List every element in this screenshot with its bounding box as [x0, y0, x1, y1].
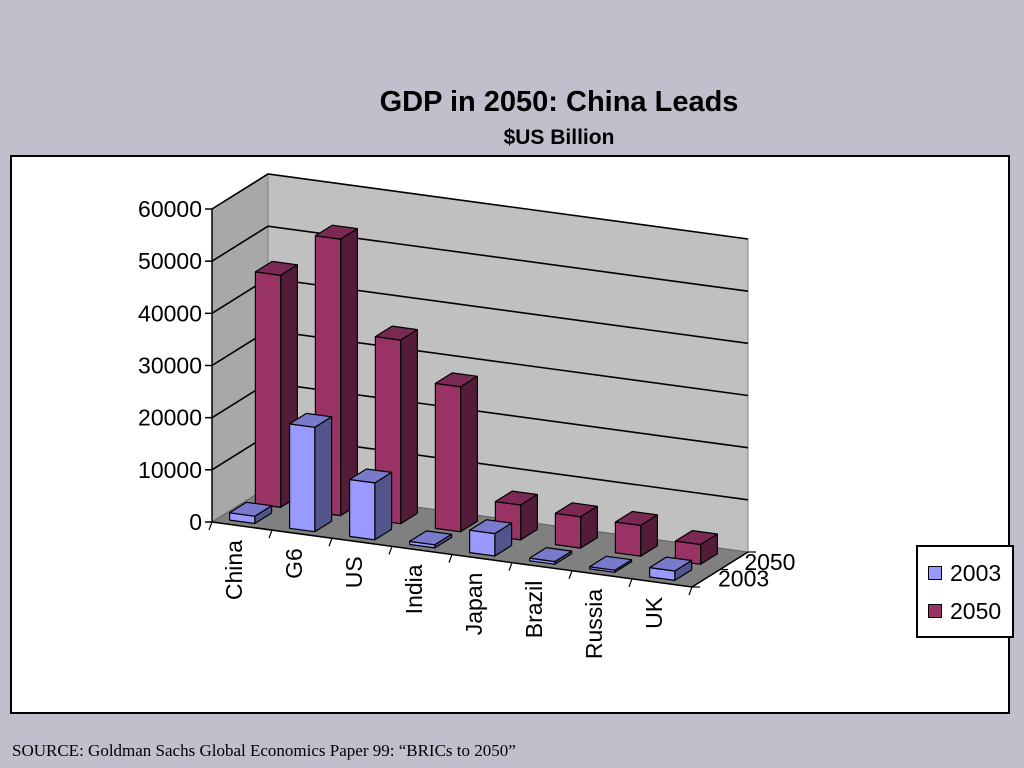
- y-tick-label: 50000: [138, 248, 202, 274]
- bar-2050-russia-face: [614, 510, 659, 526]
- x-tick-label-china: China: [221, 540, 247, 600]
- bar-2050-g6-face: [340, 227, 358, 517]
- bar-2050-russia-face: [614, 521, 642, 557]
- bar-2050-india-face: [434, 372, 478, 388]
- bar-2050-india: [434, 372, 478, 533]
- x-tick: [628, 578, 633, 588]
- bar-2003-uk: [648, 556, 693, 581]
- chart-subtitle: $US Billion: [503, 126, 615, 149]
- bar-2050-us-face: [374, 325, 418, 341]
- bar-2003-japan: [469, 519, 513, 557]
- bar-2050-g6: [314, 224, 358, 517]
- bar-2003-g6-face: [314, 416, 333, 533]
- legend-swatch-2003: [928, 566, 942, 580]
- y-tick-label: 10000: [138, 457, 202, 483]
- bar-2050-china-face: [254, 260, 298, 276]
- x-tick: [568, 570, 573, 579]
- bar-2050-uk-face: [674, 530, 719, 546]
- bar-2050-brazil-face: [554, 512, 582, 549]
- bar-2003-japan-face: [469, 529, 496, 557]
- gridline: [211, 225, 749, 292]
- x-tick: [328, 538, 333, 547]
- bar-2003-us-face: [349, 478, 376, 541]
- x-tick-label-russia: Russia: [581, 589, 607, 660]
- bar-2050-brazil-face: [554, 502, 599, 518]
- x-tick: [208, 521, 213, 531]
- bar-2050-uk: [674, 530, 719, 565]
- legend-swatch-2050: [928, 604, 942, 618]
- x-tick-label-us: US: [341, 556, 367, 588]
- x-tick-label-brazil: Brazil: [521, 581, 547, 639]
- bar-2003-g6: [289, 412, 333, 533]
- gridline: [211, 173, 749, 240]
- bar-2003-brazil: [528, 547, 573, 565]
- bar-2003-russia-face: [588, 555, 633, 571]
- bar-2003-us: [349, 468, 393, 541]
- y-tick-label: 60000: [138, 196, 202, 222]
- bar-2003-china: [229, 501, 273, 525]
- legend-item-2050: 2050: [928, 597, 1001, 625]
- x-tick: [448, 554, 453, 563]
- bar-2050-india-face: [434, 382, 462, 533]
- y-tick-label: 0: [189, 509, 202, 535]
- y-tick-label: 30000: [138, 353, 202, 379]
- bar-2003-brazil-face: [528, 547, 573, 563]
- x-tick-label-japan: Japan: [461, 573, 487, 636]
- y-tick-label: 20000: [138, 405, 202, 431]
- bar-2003-us-face: [349, 468, 393, 484]
- x-tick-label-india: India: [401, 564, 427, 614]
- source-note: SOURCE: Goldman Sachs Global Economics P…: [12, 741, 516, 760]
- bar-2050-us-face: [400, 329, 418, 525]
- y-tick-label: 40000: [138, 300, 202, 326]
- x-tick: [688, 586, 693, 596]
- legend-item-2003: 2003: [928, 559, 1001, 587]
- bar-2050-g6-face: [314, 224, 358, 240]
- x-tick-label-g6: G6: [281, 548, 307, 579]
- chart-title: GDP in 2050: China Leads: [379, 86, 739, 118]
- x-tick: [268, 529, 273, 539]
- legend: 2003 2050: [916, 545, 1014, 638]
- bar-2003-india: [409, 530, 453, 549]
- bar-2003-g6-face: [289, 423, 316, 533]
- chart-frame: 0 10000 20000 30000 40000 50000 60000 2050 2003 C…: [10, 155, 1014, 714]
- bar-2050-japan-face: [494, 490, 539, 506]
- bar-2050-china-face: [254, 271, 282, 508]
- x-tick: [508, 562, 513, 571]
- x-tick-label-uk: UK: [641, 596, 667, 629]
- bar-2003-russia: [588, 555, 633, 573]
- bar-2003-china-face: [229, 501, 273, 517]
- depth-label-2003: 2003: [718, 565, 769, 591]
- depth-label-2050: 2050: [744, 549, 795, 575]
- legend-label-2003: 2003: [950, 559, 1002, 586]
- bar-2003-us-face: [374, 471, 393, 541]
- bar-2003-india-face: [409, 530, 453, 546]
- bar-2003-uk-face: [648, 556, 693, 572]
- bar-2003-g6-face: [289, 412, 333, 428]
- bar-2050-india-face: [460, 375, 478, 533]
- bar-2003-japan-face: [469, 519, 513, 535]
- bar-2050-brazil: [554, 502, 599, 549]
- legend-label-2050: 2050: [950, 597, 1002, 624]
- bar-2050-russia: [614, 510, 659, 557]
- x-tick: [388, 546, 393, 555]
